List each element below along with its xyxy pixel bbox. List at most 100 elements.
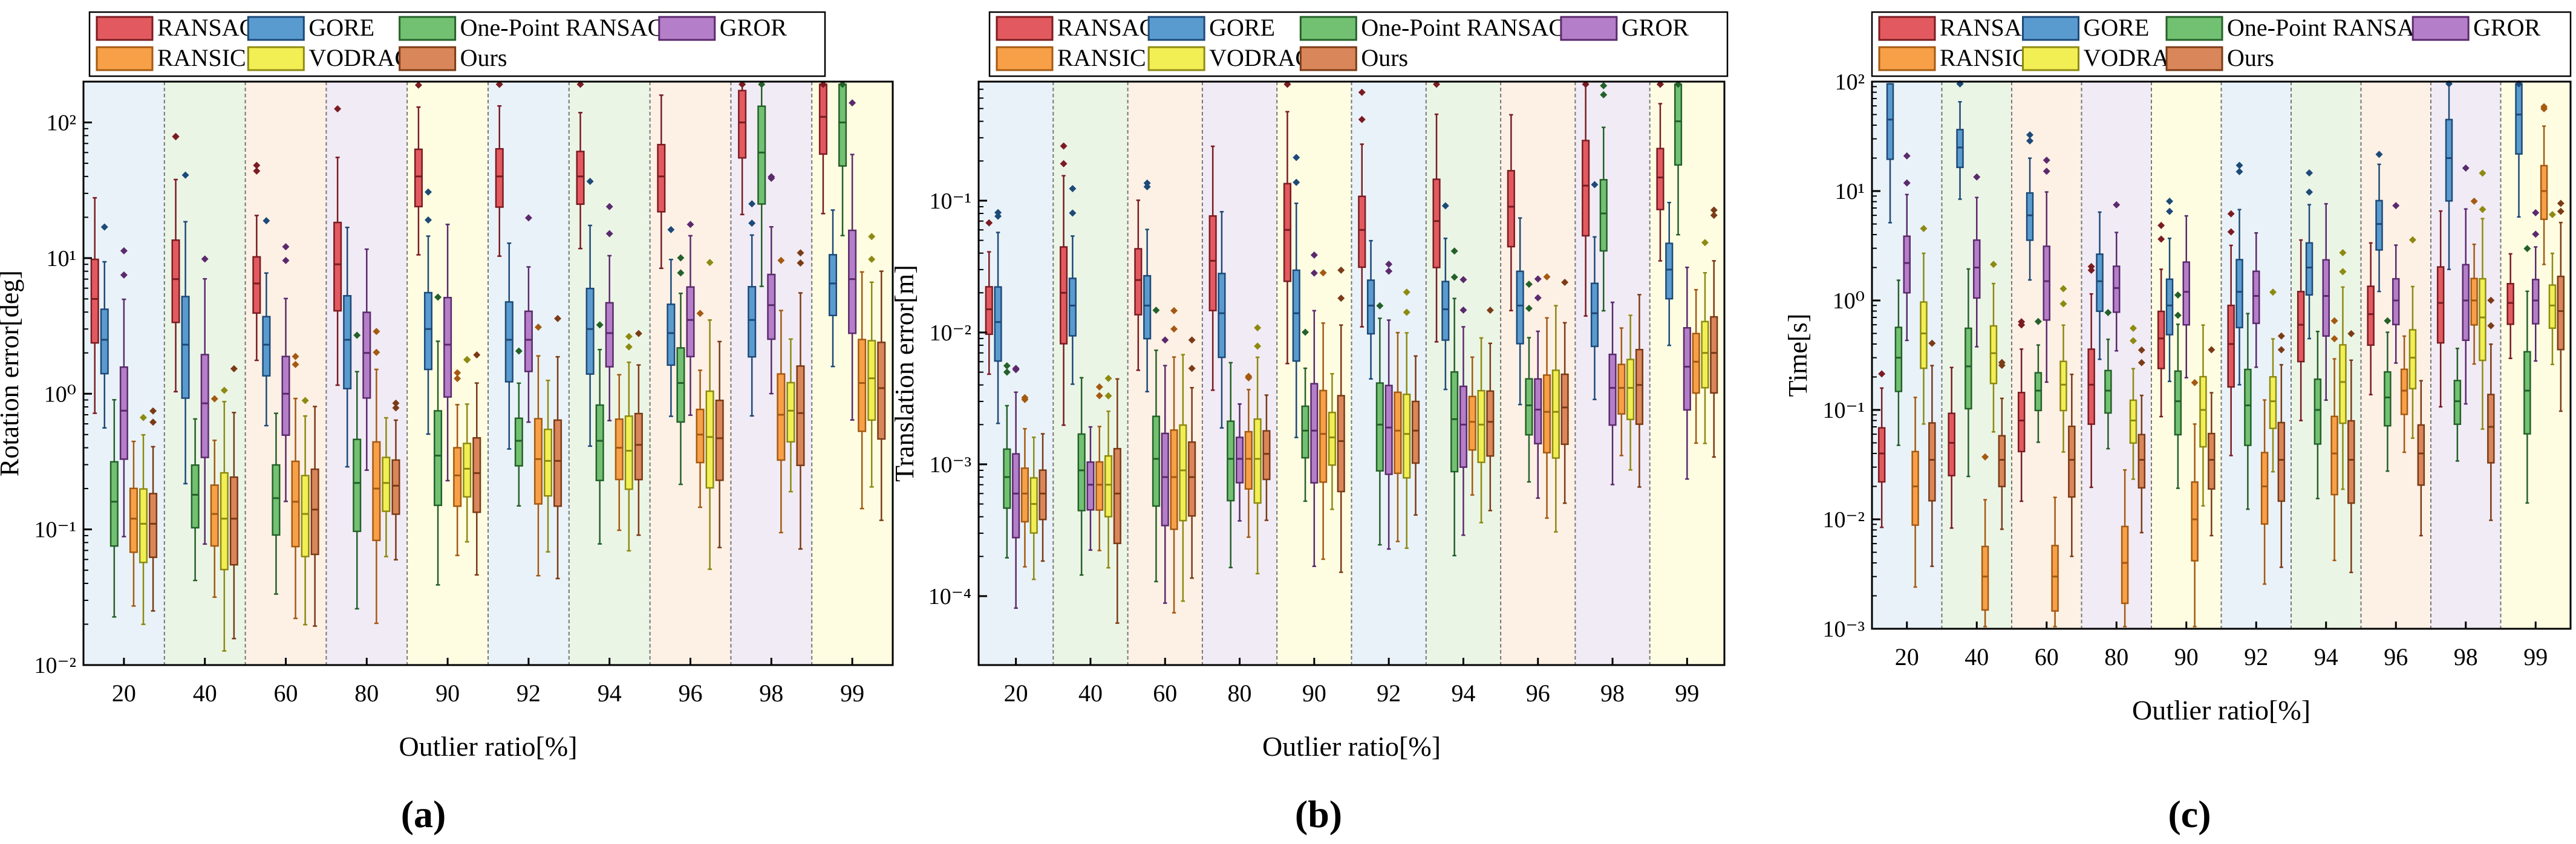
box-body (676, 347, 685, 423)
box-ransac-40 (1948, 366, 1955, 529)
box-ransic-99 (858, 271, 867, 510)
legend-swatch (1878, 16, 1936, 41)
x-tick-label: 99 (840, 680, 864, 707)
outlier-point (1095, 383, 1103, 391)
box-body (2174, 370, 2182, 436)
legend-label: RANSIC (1940, 44, 2029, 71)
legend-label: VODRAC (308, 44, 411, 71)
outlier-point (1561, 279, 1569, 287)
box-vodrac-80 (2129, 324, 2137, 480)
x-tick-label: 60 (1153, 680, 1177, 707)
box-vodrac-96 (2408, 236, 2417, 439)
outlier-point (1543, 273, 1551, 281)
box-body (2330, 415, 2338, 496)
outlier-point (868, 255, 876, 263)
box-body (2191, 481, 2199, 562)
x-tick-label: 92 (2244, 643, 2268, 670)
box-one-point-ransac-80 (353, 331, 362, 610)
box-gror-20 (1012, 365, 1020, 609)
box-body (333, 221, 342, 312)
outlier-point (1003, 362, 1011, 369)
box-gore-20 (994, 209, 1002, 424)
outlier-point (1293, 154, 1300, 161)
legend-swatch (2022, 46, 2080, 71)
box-body (786, 381, 795, 443)
box-ransac-98 (2436, 210, 2445, 408)
outlier-point (2532, 230, 2540, 238)
box-body (1477, 389, 1485, 463)
box-ransic-80 (372, 328, 381, 625)
outlier-point (1600, 91, 1608, 99)
box-ransac-90 (414, 81, 423, 256)
box-ransac-40 (1059, 142, 1068, 426)
box-body (2487, 394, 2495, 464)
box-body (2453, 380, 2462, 425)
box-body (1292, 269, 1300, 362)
box-body (1516, 270, 1524, 345)
outlier-point (392, 399, 400, 407)
box-body (2269, 376, 2277, 429)
box-body (2277, 421, 2286, 502)
ratio-band-40 (1053, 82, 1128, 665)
box-gore-99 (1665, 201, 1674, 346)
box-one-point-ransac-90 (2174, 291, 2182, 489)
box-gore-92 (504, 242, 514, 450)
outlier-point (2026, 131, 2034, 139)
box-body (1403, 394, 1411, 479)
box-body (2400, 368, 2408, 415)
x-tick-label: 92 (1377, 680, 1401, 707)
outlier-point (1450, 247, 1458, 255)
x-tick-label: 96 (679, 680, 703, 707)
box-body (301, 475, 310, 557)
box-one-point-ransac-80 (1227, 362, 1235, 568)
box-ours-96 (2417, 380, 2425, 537)
outlier-point (1376, 302, 1384, 310)
legend-label: One-Point RANSAC (460, 14, 664, 41)
outlier-point (2157, 235, 2165, 243)
box-body (818, 83, 827, 155)
x-tick-label: 96 (2384, 643, 2408, 670)
box-body (524, 310, 533, 372)
box-vodrac-94 (624, 333, 633, 552)
box-body (129, 487, 138, 553)
box-ours-20 (149, 407, 158, 612)
box-body (191, 464, 200, 529)
box-body (838, 83, 847, 167)
box-body (2182, 261, 2190, 326)
box-body (2208, 432, 2216, 490)
outlier-point (1998, 359, 2006, 366)
y-tick-label: 10⁻² (930, 320, 971, 346)
box-vodrac-80 (382, 417, 391, 557)
box-body (1599, 179, 1608, 252)
outlier-point (554, 314, 562, 322)
box-gror-99 (848, 99, 857, 421)
x-axis-label: Outlier ratio[%] (399, 731, 577, 762)
box-body (100, 308, 109, 375)
x-axis-label: Outlier ratio[%] (2132, 695, 2310, 726)
box-gror-20 (119, 247, 128, 537)
box-body (149, 493, 158, 559)
box-ransac-80 (2087, 262, 2095, 489)
box-gror-96 (2392, 202, 2400, 364)
box-body (90, 258, 99, 344)
x-tick-label: 80 (1228, 680, 1252, 707)
box-ransac-92 (1358, 88, 1366, 328)
outlier-point (1254, 324, 1262, 332)
outlier-point (2339, 268, 2347, 276)
box-gore-40 (1068, 184, 1077, 385)
x-tick-label: 96 (1526, 680, 1550, 707)
outlier-point (1003, 368, 1011, 376)
box-gror-98 (767, 173, 776, 395)
outlier-point (1337, 266, 1345, 274)
outlier-point (373, 328, 380, 336)
outlier-point (282, 243, 290, 251)
outlier-point (1534, 275, 1542, 283)
box-body (2227, 304, 2235, 388)
box-ours-90 (2208, 346, 2216, 537)
legend-swatch (247, 46, 305, 71)
outlier-point (353, 331, 361, 339)
box-ours-99 (877, 270, 886, 521)
outlier-point (262, 217, 270, 225)
y-tick-label: 10⁻² (34, 653, 76, 678)
box-gror-99 (2532, 209, 2540, 362)
